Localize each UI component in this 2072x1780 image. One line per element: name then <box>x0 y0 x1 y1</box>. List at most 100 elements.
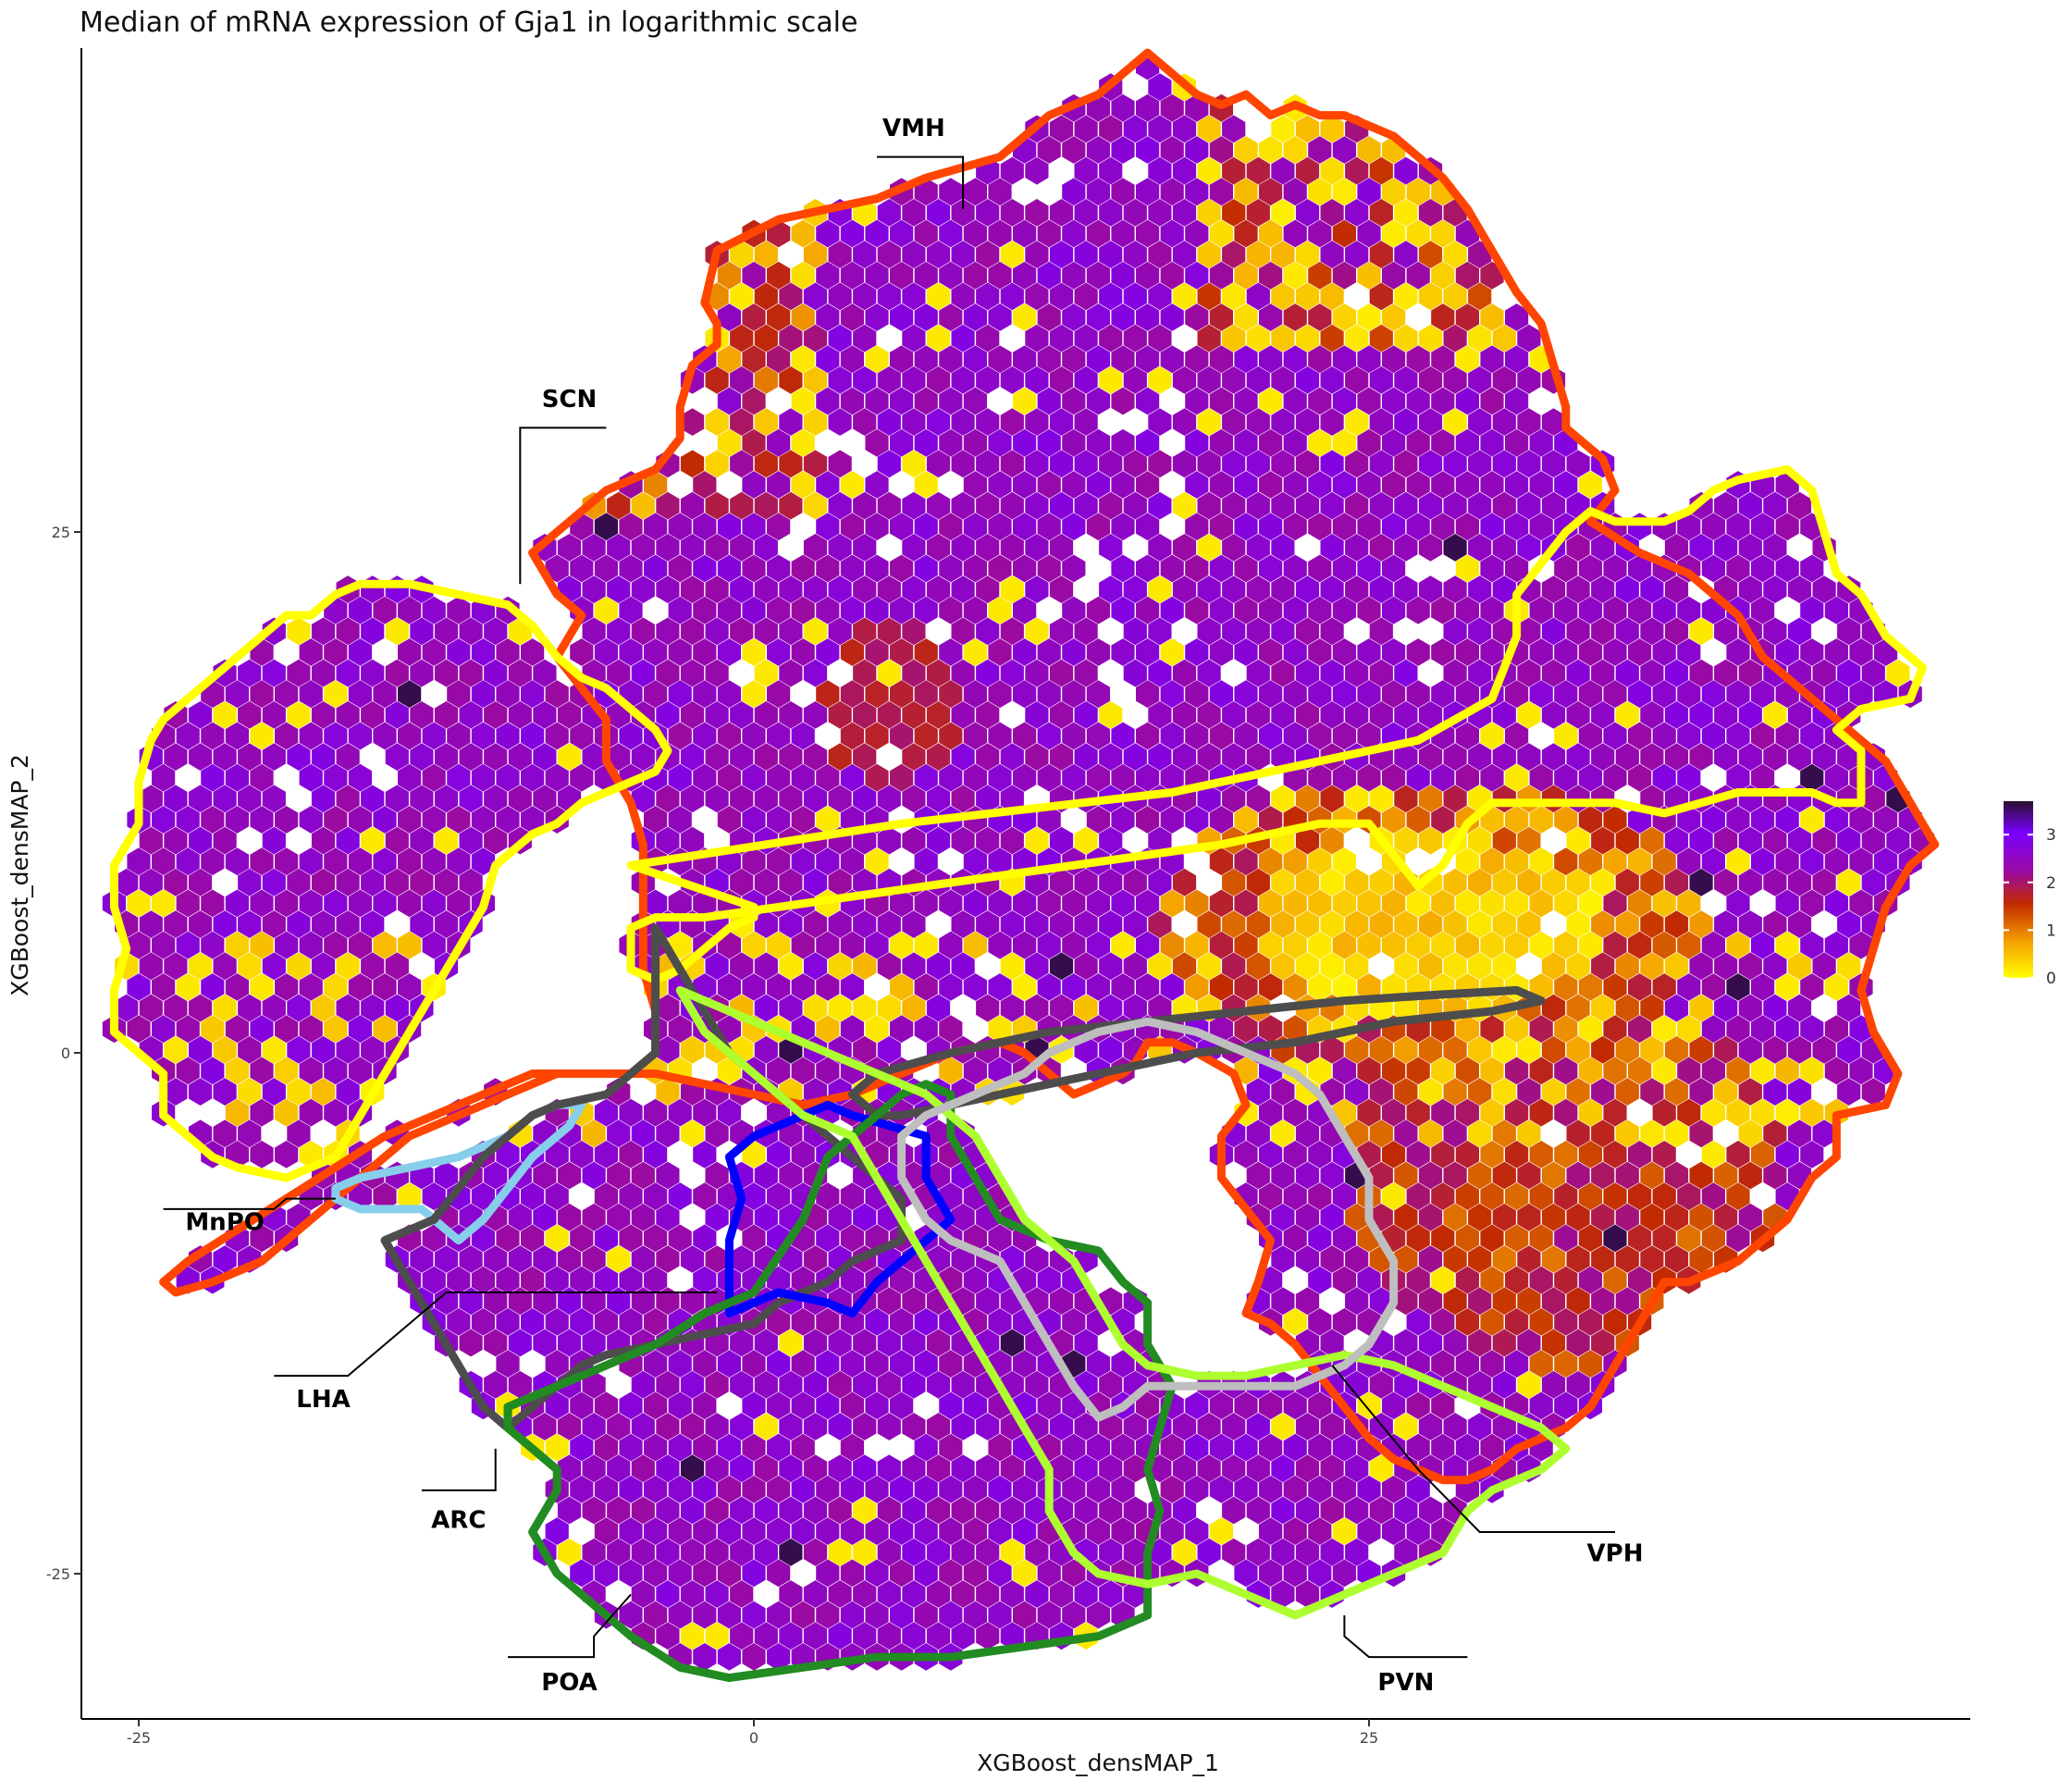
hex-bin <box>1148 491 1172 520</box>
hex-bin <box>939 931 963 959</box>
hex-bin <box>717 931 741 959</box>
hex-bin <box>1800 1057 1824 1085</box>
hex-bin <box>1160 219 1184 248</box>
hex-bin <box>1677 847 1701 876</box>
hex-bin <box>1455 1266 1479 1294</box>
hex-bin <box>963 931 987 959</box>
hex-bin <box>1172 450 1197 478</box>
hex-bin <box>742 1559 766 1588</box>
hex-bin <box>1455 1433 1479 1462</box>
hex-bin <box>680 1538 705 1566</box>
hex-bin <box>1099 1370 1123 1399</box>
hex-bin <box>1787 491 1812 520</box>
hex-bin <box>1209 596 1233 624</box>
hex-bin <box>127 1015 151 1044</box>
hex-bin <box>299 889 323 918</box>
hex-bin <box>447 680 471 709</box>
hex-bin <box>914 847 938 876</box>
hex-bin <box>361 1035 385 1064</box>
hex-bin <box>1394 408 1418 436</box>
hex-bin <box>791 1476 815 1503</box>
hex-bin <box>1086 680 1110 709</box>
hex-bin <box>1332 763 1356 792</box>
hex-bin <box>976 701 1000 729</box>
hex-bin <box>988 931 1012 959</box>
hex-bin <box>471 722 495 750</box>
hex-bin <box>533 659 557 687</box>
hex-bin <box>791 973 815 1001</box>
hex-bin <box>1259 1476 1283 1503</box>
hex-bin <box>1136 428 1160 457</box>
hex-bin <box>803 994 828 1022</box>
hex-bin <box>803 408 828 436</box>
hex-bin <box>1136 806 1160 834</box>
hex-bin <box>1418 534 1443 562</box>
hex-bin <box>238 868 262 896</box>
hex-bin <box>1492 450 1516 478</box>
hex-bin <box>1099 366 1123 394</box>
hex-bin <box>742 596 766 624</box>
hex-bin <box>1751 931 1775 959</box>
hex-bin <box>1357 722 1381 750</box>
hex-bin <box>582 1538 606 1566</box>
hex-bin <box>1172 701 1197 729</box>
hex-bin <box>619 722 643 750</box>
hex-bin <box>951 743 975 771</box>
hex-bin <box>1222 1496 1246 1525</box>
hex-bin <box>668 1559 692 1588</box>
hex-bin <box>693 722 717 750</box>
hex-bin <box>644 889 668 918</box>
hex-bin <box>1123 575 1147 603</box>
hex-bin <box>1517 1203 1541 1231</box>
hex-bin <box>1763 617 1787 646</box>
hex-bin <box>1209 261 1233 290</box>
hex-bin <box>1234 261 1258 290</box>
hex-bin <box>1320 324 1344 352</box>
hex-bin <box>730 701 754 729</box>
hex-bin <box>988 471 1012 499</box>
hex-bin <box>754 1161 778 1190</box>
hex-bin <box>1259 261 1283 290</box>
hex-bin <box>1751 513 1775 541</box>
hex-bin <box>1566 617 1590 646</box>
hex-bin <box>1037 387 1061 415</box>
hex-bin <box>1025 1538 1049 1566</box>
hex-bin <box>840 1015 864 1044</box>
hex-bin <box>1468 534 1492 562</box>
hex-bin <box>299 1098 323 1127</box>
hex-bin <box>914 1476 938 1503</box>
hex-bin <box>1541 994 1566 1022</box>
hex-bin <box>1443 1161 1467 1190</box>
hex-bin <box>1382 303 1406 331</box>
hex-bin <box>1332 847 1356 876</box>
hex-bin <box>1837 1078 1861 1106</box>
hex-bin <box>1541 1370 1566 1399</box>
hex-bin <box>730 1245 754 1273</box>
hex-bin <box>1566 450 1590 478</box>
hex-bin <box>1517 1161 1541 1190</box>
hex-bin <box>754 534 778 562</box>
hex-bin <box>1714 826 1738 855</box>
hex-bin <box>877 785 901 813</box>
hex-bin <box>447 1308 471 1336</box>
hex-bin <box>988 847 1012 876</box>
hex-bin <box>1025 156 1049 185</box>
hex-bin <box>447 638 471 666</box>
hex-bin <box>1332 303 1356 331</box>
hex-bin <box>1308 1476 1332 1503</box>
hex-bin <box>754 1413 778 1440</box>
hex-bin <box>1738 1078 1762 1106</box>
hex-bin <box>730 1496 754 1525</box>
hex-bin <box>1062 638 1086 666</box>
hex-bin <box>914 428 938 457</box>
hex-bin <box>1037 638 1061 666</box>
hex-bin <box>348 931 372 959</box>
hex-bin <box>902 1287 926 1316</box>
hex-bin <box>742 847 766 876</box>
hex-bin <box>1025 659 1049 687</box>
hex-bin <box>1369 450 1393 478</box>
hex-bin <box>1172 115 1197 143</box>
hex-bin <box>1259 889 1283 918</box>
hex-bin <box>1738 743 1762 771</box>
hex-bin <box>939 1517 963 1545</box>
